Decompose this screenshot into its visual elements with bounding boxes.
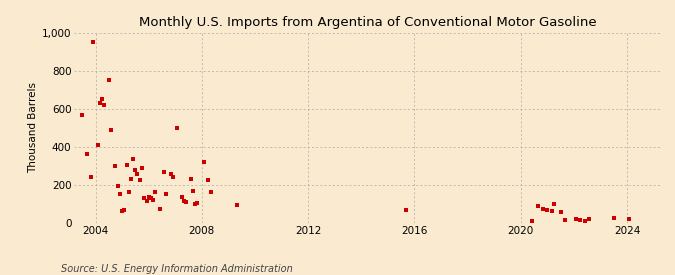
Point xyxy=(97,97,107,101)
Point xyxy=(155,206,165,211)
Point xyxy=(188,189,198,194)
Point xyxy=(549,202,560,206)
Point xyxy=(555,210,566,214)
Point xyxy=(167,175,178,179)
Y-axis label: Thousand Barrels: Thousand Barrels xyxy=(28,82,38,173)
Point xyxy=(95,101,105,105)
Point xyxy=(105,128,116,132)
Point xyxy=(130,167,141,172)
Point xyxy=(570,217,581,221)
Point xyxy=(128,157,138,161)
Point xyxy=(88,40,99,45)
Point xyxy=(77,112,88,117)
Point xyxy=(185,177,196,181)
Point xyxy=(126,177,136,181)
Point xyxy=(112,183,123,188)
Point xyxy=(136,166,147,170)
Point xyxy=(148,198,159,202)
Point xyxy=(172,126,183,130)
Point xyxy=(176,195,187,199)
Point xyxy=(161,192,172,196)
Point xyxy=(92,143,103,147)
Point xyxy=(526,219,537,223)
Point xyxy=(190,202,200,206)
Point xyxy=(82,152,92,157)
Point xyxy=(584,217,595,221)
Point xyxy=(179,199,190,203)
Point xyxy=(117,209,128,214)
Point xyxy=(139,196,150,200)
Point xyxy=(205,190,216,195)
Point xyxy=(560,218,570,222)
Point xyxy=(575,218,586,222)
Point xyxy=(624,217,634,221)
Point xyxy=(533,204,544,208)
Title: Monthly U.S. Imports from Argentina of Conventional Motor Gasoline: Monthly U.S. Imports from Argentina of C… xyxy=(139,16,597,29)
Point xyxy=(145,196,156,200)
Point xyxy=(86,175,97,179)
Point xyxy=(192,201,202,205)
Point xyxy=(198,160,209,164)
Point xyxy=(203,178,214,182)
Point xyxy=(99,103,109,107)
Point xyxy=(537,206,548,211)
Point xyxy=(580,219,591,223)
Point xyxy=(165,172,176,177)
Point xyxy=(141,199,152,203)
Point xyxy=(181,200,192,204)
Point xyxy=(159,169,169,174)
Point xyxy=(110,164,121,168)
Point xyxy=(124,190,134,195)
Text: Source: U.S. Energy Information Administration: Source: U.S. Energy Information Administ… xyxy=(61,264,292,274)
Point xyxy=(232,202,242,207)
Point xyxy=(542,208,553,213)
Point xyxy=(132,172,143,177)
Point xyxy=(134,178,145,182)
Point xyxy=(119,208,130,213)
Point xyxy=(115,192,126,196)
Point xyxy=(143,195,154,199)
Point xyxy=(122,163,132,167)
Point xyxy=(150,190,161,195)
Point xyxy=(103,78,114,82)
Point xyxy=(608,216,619,220)
Point xyxy=(400,208,411,213)
Point xyxy=(546,209,557,214)
